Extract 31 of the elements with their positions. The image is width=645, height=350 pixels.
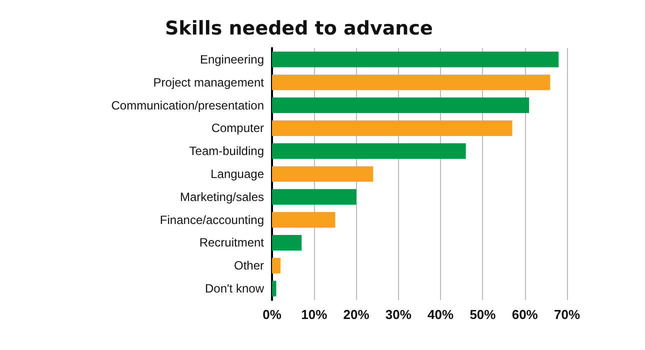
x-tick-label: 10% [301, 307, 328, 322]
y-tick-label: Other [234, 258, 264, 273]
x-tick-label: 60% [512, 307, 538, 322]
bar [272, 166, 374, 182]
bar [272, 212, 336, 228]
y-tick-label: Engineering [200, 52, 264, 66]
y-tick-label: Marketing/sales [180, 190, 264, 204]
bar [272, 280, 276, 296]
y-tick-label: Language [210, 167, 264, 181]
x-tick-label: 30% [385, 307, 412, 322]
x-tick-label: 50% [470, 307, 496, 322]
y-tick-label: Recruitment [199, 236, 265, 250]
bar [272, 143, 466, 159]
bar [272, 234, 302, 251]
bar [272, 189, 356, 205]
bar [272, 97, 530, 114]
bar [272, 120, 512, 136]
bar [272, 52, 559, 68]
x-tick-label: 70% [554, 307, 580, 322]
x-tick-label: 20% [343, 307, 370, 322]
y-tick-label: Computer [211, 121, 264, 136]
chart-title: Skills needed to advance [165, 18, 433, 40]
bar [272, 258, 280, 274]
bar [272, 74, 550, 90]
y-tick-label: Finance/accounting [160, 212, 264, 227]
x-tick-label: 40% [428, 307, 454, 322]
x-tick-label: 0% [262, 307, 282, 322]
y-tick-label: Communication/presentation [111, 98, 264, 112]
y-tick-label: Team-building [189, 144, 264, 158]
y-tick-label: Don't know [205, 282, 264, 296]
y-tick-label: Project management [153, 75, 265, 90]
